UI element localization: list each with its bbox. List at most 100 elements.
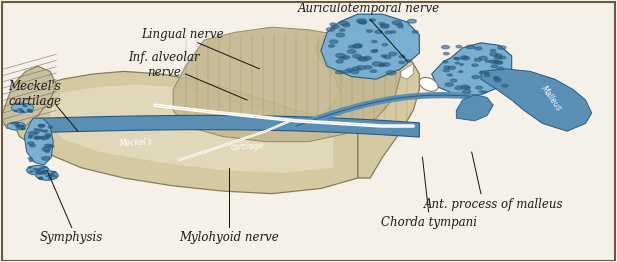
Circle shape	[474, 58, 481, 61]
Circle shape	[33, 168, 37, 170]
Circle shape	[36, 171, 58, 180]
Polygon shape	[24, 118, 53, 165]
Circle shape	[466, 45, 474, 49]
Circle shape	[7, 122, 25, 130]
Polygon shape	[173, 27, 401, 142]
Circle shape	[29, 160, 33, 161]
Circle shape	[45, 151, 49, 152]
Circle shape	[14, 110, 17, 111]
Circle shape	[22, 128, 25, 129]
Circle shape	[494, 79, 502, 81]
Circle shape	[384, 55, 391, 58]
Circle shape	[30, 171, 33, 172]
Circle shape	[363, 56, 371, 60]
Circle shape	[366, 30, 373, 32]
Circle shape	[455, 62, 459, 64]
Circle shape	[336, 33, 345, 37]
Circle shape	[490, 53, 498, 56]
Circle shape	[352, 44, 362, 48]
Text: Malleus: Malleus	[540, 84, 564, 113]
Polygon shape	[401, 64, 413, 79]
Circle shape	[39, 177, 43, 179]
Circle shape	[20, 125, 24, 127]
Circle shape	[358, 20, 366, 24]
Circle shape	[20, 111, 24, 112]
Circle shape	[29, 111, 33, 112]
Circle shape	[484, 72, 489, 74]
Circle shape	[38, 173, 42, 174]
Text: Auriculotemporal nerve: Auriculotemporal nerve	[298, 2, 440, 15]
Circle shape	[456, 45, 462, 48]
Circle shape	[379, 64, 384, 67]
Circle shape	[375, 30, 382, 34]
Circle shape	[16, 125, 20, 126]
Circle shape	[357, 66, 366, 70]
Circle shape	[497, 61, 502, 64]
Circle shape	[476, 86, 482, 89]
Circle shape	[495, 61, 503, 64]
Circle shape	[342, 56, 350, 59]
Circle shape	[49, 174, 53, 176]
Circle shape	[464, 86, 470, 89]
Circle shape	[46, 136, 51, 138]
Text: cartilage: cartilage	[230, 141, 264, 152]
Circle shape	[336, 60, 343, 63]
Circle shape	[463, 90, 471, 93]
Circle shape	[28, 158, 32, 159]
Circle shape	[372, 41, 377, 43]
Circle shape	[381, 63, 390, 66]
Circle shape	[34, 137, 40, 139]
Circle shape	[472, 64, 478, 67]
Circle shape	[34, 129, 38, 130]
Circle shape	[443, 61, 448, 63]
Circle shape	[391, 31, 395, 33]
Circle shape	[399, 61, 405, 64]
Circle shape	[336, 53, 346, 58]
Circle shape	[35, 136, 40, 139]
Circle shape	[382, 43, 387, 46]
Circle shape	[48, 178, 52, 179]
Circle shape	[42, 171, 46, 172]
Circle shape	[385, 31, 391, 34]
Circle shape	[48, 145, 54, 148]
Circle shape	[479, 91, 483, 93]
Circle shape	[45, 134, 51, 136]
Circle shape	[328, 45, 334, 47]
Circle shape	[20, 110, 23, 112]
Circle shape	[28, 110, 31, 112]
Circle shape	[27, 166, 49, 175]
Circle shape	[397, 24, 403, 26]
Polygon shape	[315, 25, 420, 178]
Circle shape	[379, 23, 384, 25]
Circle shape	[450, 79, 457, 82]
Polygon shape	[50, 84, 333, 173]
Circle shape	[399, 55, 405, 58]
Circle shape	[11, 122, 15, 124]
Circle shape	[353, 54, 361, 58]
Text: Chorda tympani: Chorda tympani	[381, 216, 476, 229]
Circle shape	[347, 68, 353, 71]
Circle shape	[458, 71, 463, 73]
Circle shape	[37, 168, 41, 170]
Circle shape	[329, 40, 337, 43]
Circle shape	[330, 23, 336, 26]
Circle shape	[41, 136, 49, 140]
Circle shape	[29, 111, 33, 112]
Circle shape	[479, 56, 487, 60]
Circle shape	[442, 46, 449, 49]
Circle shape	[349, 46, 355, 48]
Circle shape	[29, 135, 33, 137]
Circle shape	[448, 66, 455, 69]
Text: Inf. alveolar
nerve: Inf. alveolar nerve	[128, 51, 200, 79]
Circle shape	[28, 142, 34, 145]
Circle shape	[15, 124, 19, 126]
Circle shape	[493, 60, 500, 63]
Circle shape	[339, 29, 345, 31]
Circle shape	[38, 124, 44, 127]
Circle shape	[23, 105, 27, 107]
Circle shape	[41, 172, 44, 174]
Circle shape	[35, 171, 39, 172]
Circle shape	[445, 83, 453, 86]
Circle shape	[42, 148, 51, 151]
Circle shape	[498, 46, 506, 49]
